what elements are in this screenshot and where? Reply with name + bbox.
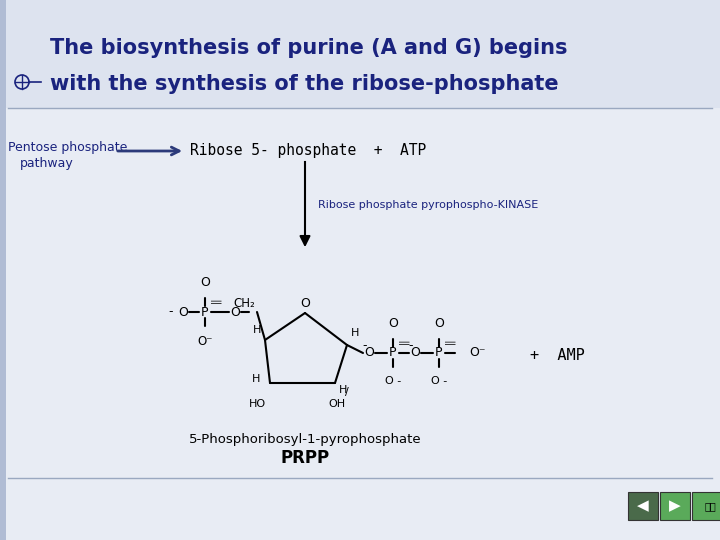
- Text: H: H: [351, 328, 359, 338]
- Text: ||: ||: [210, 297, 220, 303]
- Text: H: H: [251, 374, 260, 384]
- Text: H: H: [253, 325, 261, 335]
- Text: O: O: [230, 306, 240, 319]
- Text: O -: O -: [431, 376, 447, 386]
- Text: P: P: [202, 306, 209, 319]
- Text: O: O: [178, 306, 188, 319]
- Text: -: -: [168, 306, 173, 319]
- Bar: [660, 492, 690, 520]
- Text: O: O: [388, 317, 398, 330]
- Text: -: -: [218, 306, 223, 319]
- Text: ▶: ▶: [669, 498, 681, 514]
- Text: O: O: [410, 347, 420, 360]
- Text: O: O: [434, 317, 444, 330]
- Bar: [628, 492, 658, 520]
- Text: ||: ||: [444, 338, 454, 345]
- Text: Pentose phosphate: Pentose phosphate: [8, 141, 127, 154]
- Text: ◀: ◀: [637, 498, 649, 514]
- Bar: [692, 492, 720, 520]
- Text: O⁻: O⁻: [197, 335, 212, 348]
- Text: CH₂: CH₂: [233, 297, 255, 310]
- Text: with the synthesis of the ribose-phosphate: with the synthesis of the ribose-phospha…: [50, 74, 559, 94]
- Text: /: /: [345, 387, 348, 397]
- Text: HO: HO: [249, 399, 266, 409]
- Text: O: O: [200, 276, 210, 289]
- Text: -: -: [362, 339, 367, 352]
- Text: 5-Phosphoribosyl-1-pyrophosphate: 5-Phosphoribosyl-1-pyrophosphate: [189, 434, 421, 447]
- Text: Ribose 5- phosphate  +  ATP: Ribose 5- phosphate + ATP: [190, 144, 426, 159]
- Text: ||: ||: [398, 338, 408, 345]
- Text: P: P: [390, 347, 397, 360]
- Bar: [0, 0, 6, 540]
- Text: +  AMP: + AMP: [530, 348, 585, 362]
- Text: O⁻: O⁻: [469, 347, 485, 360]
- Text: The biosynthesis of purine (A and G) begins: The biosynthesis of purine (A and G) beg…: [50, 38, 567, 58]
- Text: OH: OH: [328, 399, 346, 409]
- Text: pathway: pathway: [20, 158, 73, 171]
- Text: 目次: 目次: [704, 501, 716, 511]
- Bar: [0, 0, 720, 108]
- Text: H: H: [339, 385, 347, 395]
- Text: PRPP: PRPP: [280, 449, 330, 467]
- Text: O: O: [364, 347, 374, 360]
- Text: P: P: [436, 347, 443, 360]
- Text: O -: O -: [385, 376, 401, 386]
- Text: -: -: [408, 339, 413, 352]
- Bar: [0, 108, 720, 540]
- Text: O: O: [300, 297, 310, 310]
- Text: Ribose phosphate pyrophospho-KINASE: Ribose phosphate pyrophospho-KINASE: [318, 200, 539, 210]
